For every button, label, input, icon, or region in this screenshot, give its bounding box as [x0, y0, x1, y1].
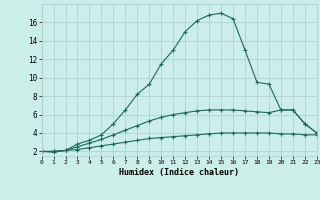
X-axis label: Humidex (Indice chaleur): Humidex (Indice chaleur) — [119, 168, 239, 177]
